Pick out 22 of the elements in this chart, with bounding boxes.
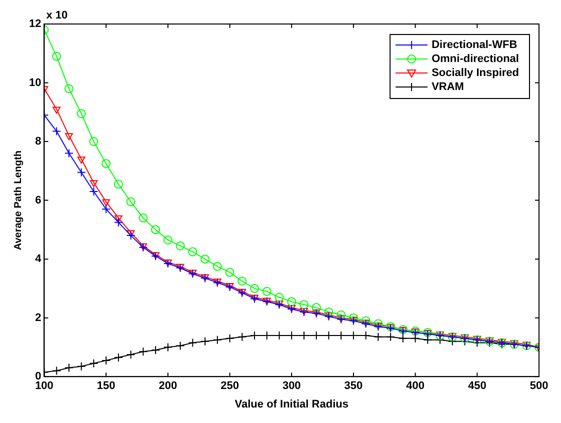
y-tick-label: 8	[35, 136, 42, 148]
y-tick-label: 12	[28, 18, 42, 30]
x-tick-label: 500	[530, 380, 548, 392]
y-tick-label: 4	[35, 253, 42, 266]
x-tick-label: 350	[344, 380, 363, 392]
x-tick-label: 300	[282, 380, 301, 392]
legend-label: VRAM	[432, 81, 464, 94]
x-tick-label: 450	[468, 380, 486, 392]
legend-label: Socially Inspired	[432, 67, 519, 80]
x-tick-label: 150	[96, 380, 116, 392]
y-tick-label: 10	[28, 76, 42, 89]
y-tick-label: 6	[35, 194, 42, 206]
x-tick-label: 100	[35, 380, 54, 392]
x-tick-label: 250	[220, 380, 239, 392]
x-tick-label: 200	[158, 380, 178, 392]
y-axis-title: Average Path Length	[12, 150, 24, 250]
x-tick-label: 400	[406, 380, 424, 392]
text: x 10	[46, 10, 68, 22]
x-axis-title: Value of Initial Radius	[234, 398, 348, 410]
y-tick-label: 2	[35, 312, 42, 324]
legend-label: Directional-WFB	[432, 39, 518, 52]
legend-label: Omni-directional	[432, 53, 519, 66]
